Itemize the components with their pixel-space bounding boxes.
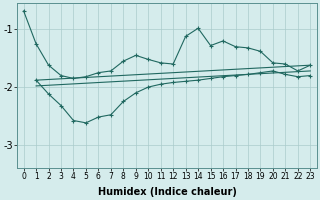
X-axis label: Humidex (Indice chaleur): Humidex (Indice chaleur)	[98, 187, 236, 197]
